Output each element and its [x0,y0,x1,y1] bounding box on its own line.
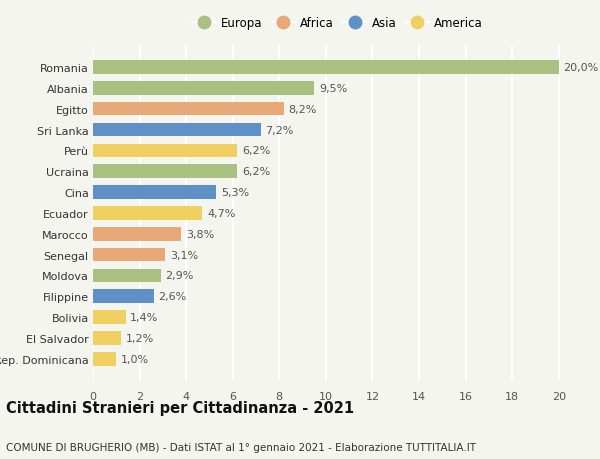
Bar [93,269,161,283]
Bar [93,165,238,179]
Legend: Europa, Africa, Asia, America: Europa, Africa, Asia, America [189,13,486,34]
Text: 3,8%: 3,8% [186,229,214,239]
Text: Cittadini Stranieri per Cittadinanza - 2021: Cittadini Stranieri per Cittadinanza - 2… [6,400,354,415]
Bar [93,311,125,324]
Bar [93,290,154,303]
Text: 8,2%: 8,2% [289,105,317,114]
Text: 3,1%: 3,1% [170,250,198,260]
Text: 6,2%: 6,2% [242,146,270,156]
Text: 2,6%: 2,6% [158,291,187,302]
Bar [93,331,121,345]
Bar [93,61,559,75]
Bar [93,186,217,199]
Bar [93,207,202,220]
Text: 1,4%: 1,4% [130,313,158,322]
Text: 1,2%: 1,2% [125,333,154,343]
Text: 20,0%: 20,0% [563,63,599,73]
Text: COMUNE DI BRUGHERIO (MB) - Dati ISTAT al 1° gennaio 2021 - Elaborazione TUTTITAL: COMUNE DI BRUGHERIO (MB) - Dati ISTAT al… [6,442,476,452]
Text: 2,9%: 2,9% [165,271,194,281]
Bar [93,248,165,262]
Text: 9,5%: 9,5% [319,84,347,94]
Bar [93,228,181,241]
Text: 4,7%: 4,7% [207,208,235,218]
Text: 5,3%: 5,3% [221,188,249,198]
Bar [93,123,260,137]
Bar [93,103,284,116]
Bar [93,82,314,95]
Text: 7,2%: 7,2% [265,125,293,135]
Bar [93,144,238,158]
Bar [93,352,116,366]
Text: 1,0%: 1,0% [121,354,149,364]
Text: 6,2%: 6,2% [242,167,270,177]
